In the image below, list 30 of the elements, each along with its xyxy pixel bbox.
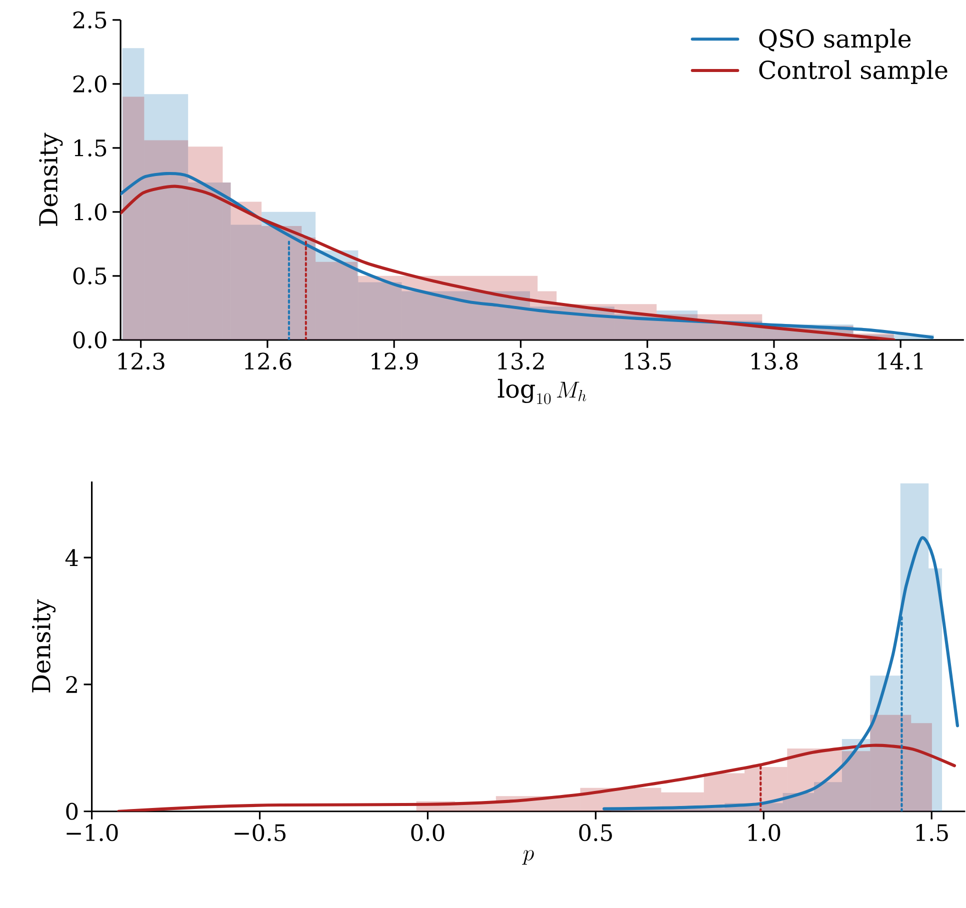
x-tick-label: 1.0 <box>748 824 780 842</box>
legend-label: QSO sample <box>759 28 911 53</box>
x-tick-label: −0.5 <box>234 824 286 842</box>
x-tick-label: 12.9 <box>372 352 418 370</box>
x-tick-label: −1.0 <box>66 824 118 842</box>
x-tick-label: 0.5 <box>579 824 612 842</box>
x-axis-title: $p$ <box>522 850 534 865</box>
x-tick-label: 12.6 <box>245 352 292 370</box>
x-tick-label: 0.0 <box>411 824 444 842</box>
x-tick-label: 13.8 <box>752 352 798 370</box>
y-tick-label: 2 <box>66 676 77 693</box>
y-tick-label: 1.5 <box>74 139 106 157</box>
y-tick-label: 2.5 <box>73 11 106 29</box>
x-tick-label: 14.1 <box>878 352 923 370</box>
x-tick-label: 13.2 <box>498 352 544 370</box>
x-tick-label: 13.5 <box>624 352 671 370</box>
y-tick-label: 4 <box>65 549 78 566</box>
line-series <box>117 744 956 812</box>
y-tick-label: 1.0 <box>74 203 106 220</box>
y-tick-label: 0 <box>66 802 78 820</box>
y-tick-label: 0.5 <box>73 267 106 284</box>
legend-label: Control sample <box>759 60 948 84</box>
x-tick-label: 12.3 <box>118 352 164 370</box>
x-tick-label: 1.5 <box>916 824 948 842</box>
x-axis-title: $\log_{10} M_h$ <box>498 378 586 404</box>
y-tick-label: 2.0 <box>73 75 106 93</box>
y-tick-label: 0.0 <box>73 331 106 348</box>
y-axis-title: Density <box>32 599 56 692</box>
line-series <box>602 536 960 810</box>
y-axis-title: Density <box>39 132 63 226</box>
